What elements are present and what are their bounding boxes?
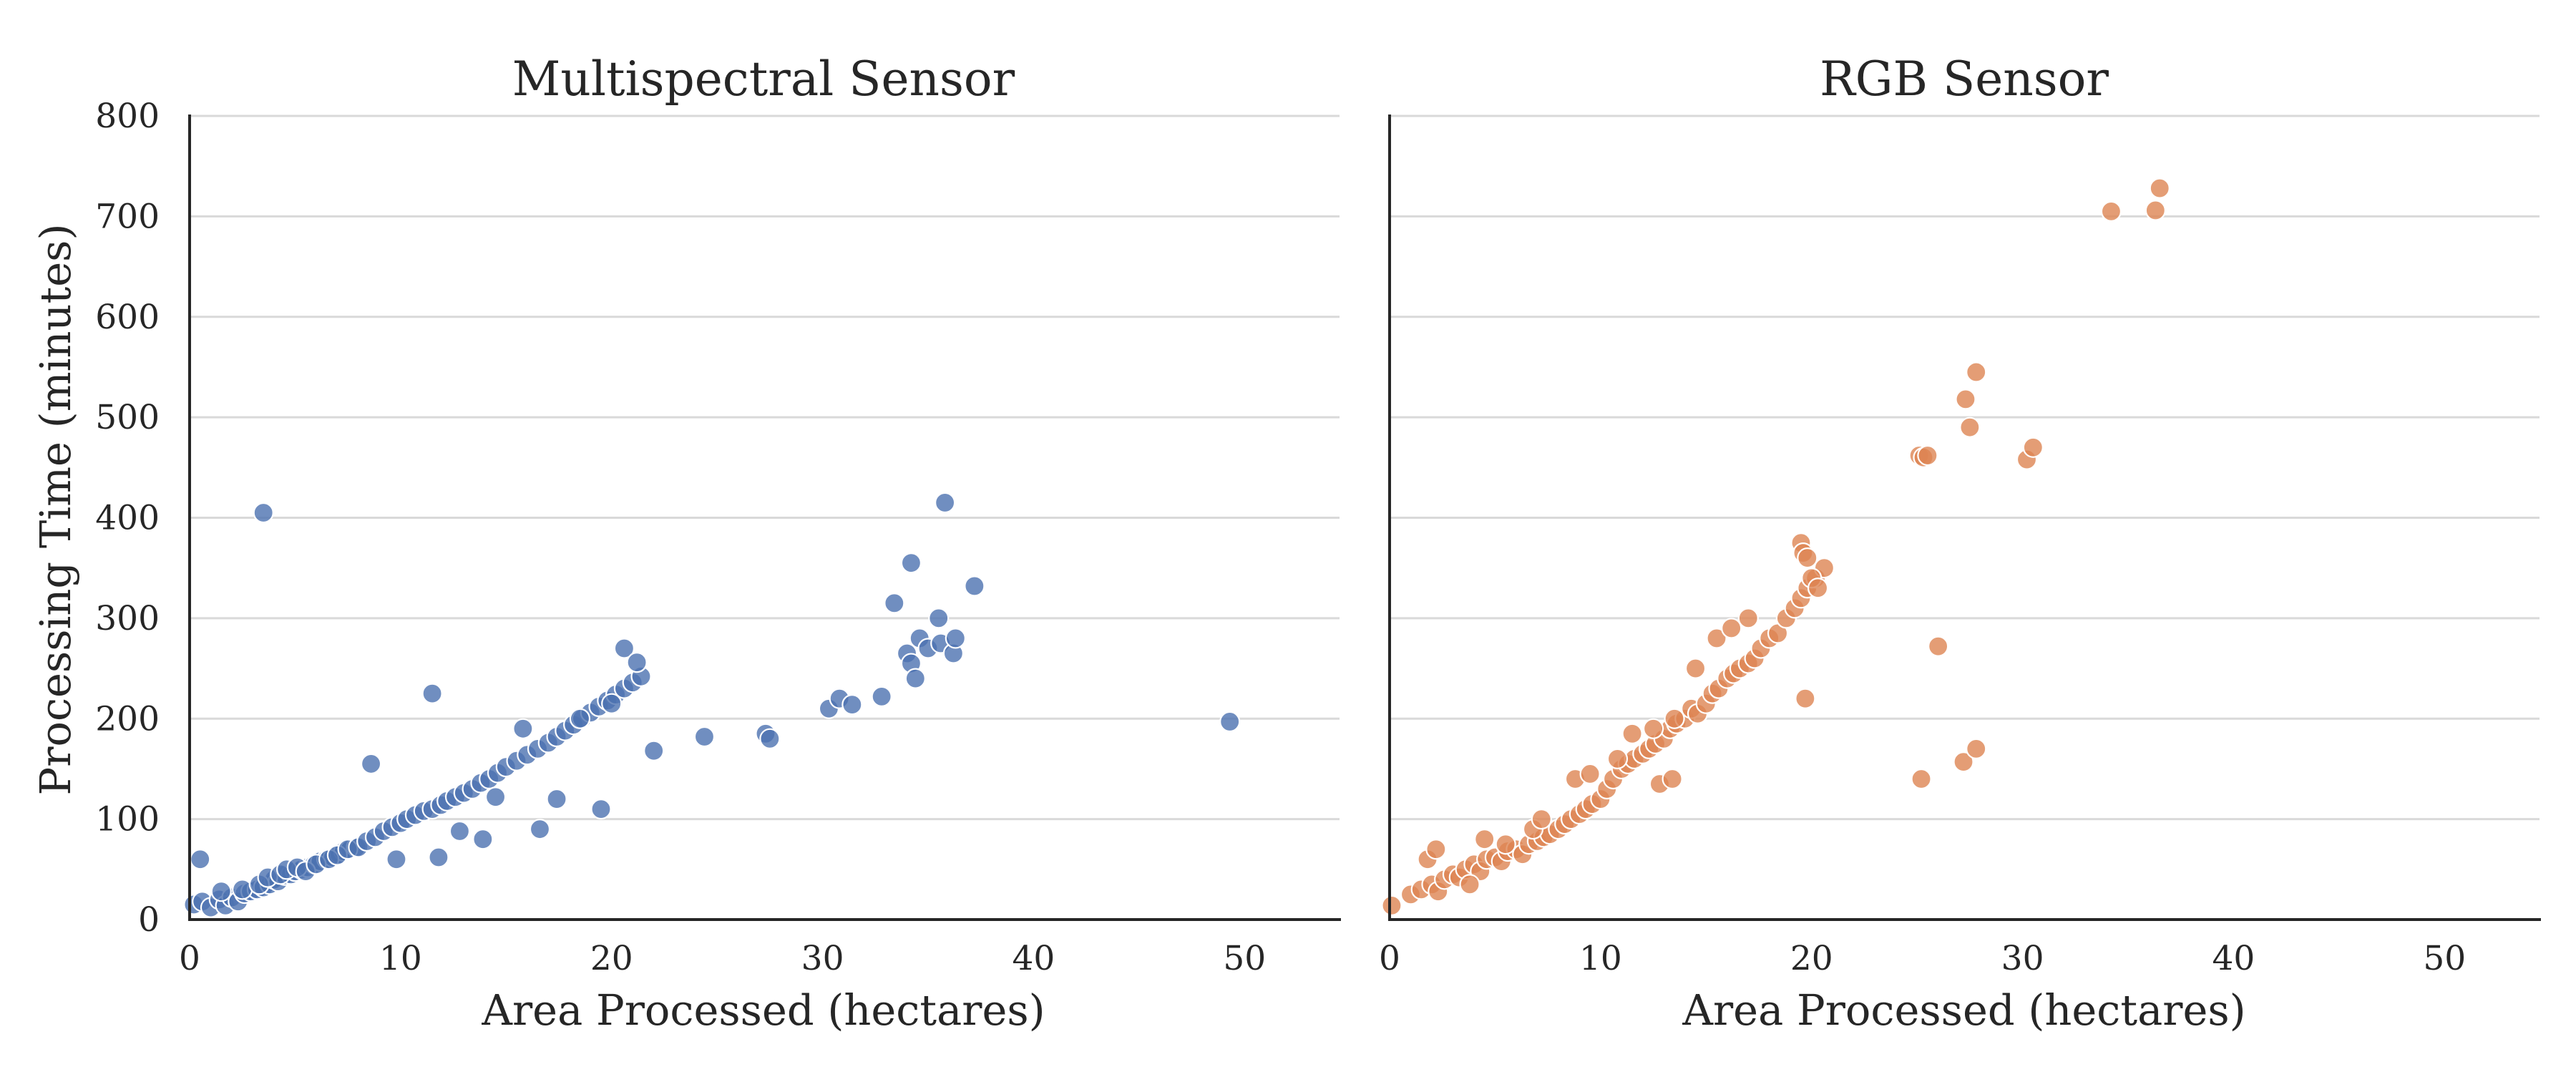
multispectral-point <box>360 753 382 775</box>
multispectral-point <box>643 740 665 761</box>
rgb-point <box>1684 658 1707 679</box>
rgb-x-tick-label: 30 <box>2001 939 2044 978</box>
multispectral-point <box>1219 711 1241 733</box>
multispectral-gridlines <box>190 114 1340 821</box>
multispectral-point <box>546 788 567 810</box>
multispectral-y-tick-label: 800 <box>95 97 160 136</box>
multispectral-point <box>613 638 635 659</box>
rgb-point <box>1425 839 1447 860</box>
multispectral-point <box>884 593 905 614</box>
multispectral-x-tick-label: 40 <box>1013 939 1055 978</box>
rgb-point <box>1911 768 1932 790</box>
rgb-point <box>1928 635 1949 657</box>
rgb-x-axis-label: Area Processed (hectares) <box>1682 985 2245 1035</box>
rgb-point <box>2022 437 2044 458</box>
rgb-panel-title: RGB Sensor <box>1820 52 2109 107</box>
multispectral-y-tick-label: 100 <box>95 800 160 839</box>
multispectral-point <box>590 798 612 820</box>
rgb-x-tick-label: 20 <box>1790 939 1833 978</box>
rgb-point <box>1664 708 1685 729</box>
multispectral-point <box>900 552 922 574</box>
y-axis-label: Processing Time (minutes) <box>31 224 80 796</box>
multispectral-point <box>484 786 507 808</box>
rgb-point <box>1474 829 1496 850</box>
multispectral-point <box>253 502 274 524</box>
multispectral-point <box>871 686 892 707</box>
rgb-point <box>2145 200 2166 221</box>
rgb-point <box>1966 361 1987 383</box>
rgb-x-tick-label: 40 <box>2212 939 2255 978</box>
rgb-point <box>1459 874 1480 895</box>
rgb-point <box>1579 763 1601 785</box>
multispectral-point <box>190 849 211 870</box>
rgb-point <box>1495 834 1516 855</box>
multispectral-panel: Multispectral Sensor 0 10 20 30 40 5001002003… <box>95 52 1341 1035</box>
rgb-point <box>1966 738 1987 759</box>
multispectral-y-tick-label: 400 <box>95 499 160 538</box>
multispectral-point <box>904 668 926 689</box>
multispectral-axes <box>188 114 1341 921</box>
rgb-points <box>1381 177 2170 916</box>
multispectral-y-tick-label: 200 <box>95 699 160 739</box>
multispectral-y-tick-label: 700 <box>95 197 160 236</box>
multispectral-point <box>529 819 551 840</box>
multispectral-x-tick-label: 30 <box>801 939 844 978</box>
multispectral-point <box>472 829 494 850</box>
rgb-point <box>1795 688 1816 709</box>
multispectral-point <box>626 652 648 673</box>
rgb-point <box>1721 618 1742 639</box>
rgb-point <box>1955 389 1976 410</box>
multispectral-y-tick-label: 500 <box>95 398 160 437</box>
multispectral-x-tick-label: 0 <box>179 939 200 978</box>
multispectral-panel-title: Multispectral Sensor <box>512 52 1015 107</box>
rgb-point <box>1959 416 1981 438</box>
multispectral-x-axis-label: Area Processed (hectares) <box>481 985 1045 1035</box>
rgb-point <box>1621 723 1643 744</box>
rgb-point <box>2149 177 2170 199</box>
multispectral-point <box>759 728 781 749</box>
rgb-point <box>1642 718 1664 739</box>
multispectral-point <box>421 683 443 704</box>
multispectral-point <box>569 708 591 729</box>
rgb-panel: RGB Sensor 0 10 20 30 40 50 Area Processed (h… <box>1379 52 2541 1035</box>
multispectral-points <box>183 492 1241 918</box>
rgb-point <box>2100 200 2122 222</box>
multispectral-point <box>693 726 716 748</box>
rgb-point <box>1706 628 1727 649</box>
multispectral-point <box>935 492 956 514</box>
multispectral-y-tick-label: 600 <box>95 298 160 337</box>
rgb-x-tick-label: 0 <box>1379 939 1400 978</box>
rgb-point <box>1917 444 1938 467</box>
rgb-point <box>1737 608 1759 629</box>
rgb-x-tick-label: 50 <box>2423 939 2466 978</box>
multispectral-point <box>964 575 985 597</box>
rgb-axes <box>1388 114 2541 921</box>
rgb-point <box>1531 809 1552 830</box>
multispectral-point <box>449 820 471 842</box>
multispectral-point <box>512 718 534 739</box>
multispectral-y-tick-label: 300 <box>95 599 160 638</box>
multispectral-x-tick-label: 50 <box>1223 939 1266 978</box>
multispectral-point <box>386 849 407 870</box>
rgb-point <box>1606 748 1629 770</box>
multispectral-point <box>841 693 863 716</box>
rgb-point <box>1953 751 1974 773</box>
rgb-point <box>1797 547 1818 569</box>
multispectral-point <box>928 608 950 629</box>
rgb-point <box>1381 895 1402 916</box>
multispectral-point <box>210 881 232 902</box>
rgb-ticks: 0 10 20 30 40 50 <box>1379 939 2466 978</box>
rgb-x-tick-label: 10 <box>1579 939 1622 978</box>
rgb-point <box>1662 768 1683 790</box>
multispectral-point <box>428 847 449 868</box>
multispectral-point <box>601 693 623 714</box>
rgb-point <box>1807 578 1829 599</box>
multispectral-x-tick-label: 20 <box>590 939 633 978</box>
multispectral-x-tick-label: 10 <box>379 939 422 978</box>
multispectral-point <box>945 628 966 649</box>
multispectral-y-tick-label: 0 <box>138 900 160 940</box>
